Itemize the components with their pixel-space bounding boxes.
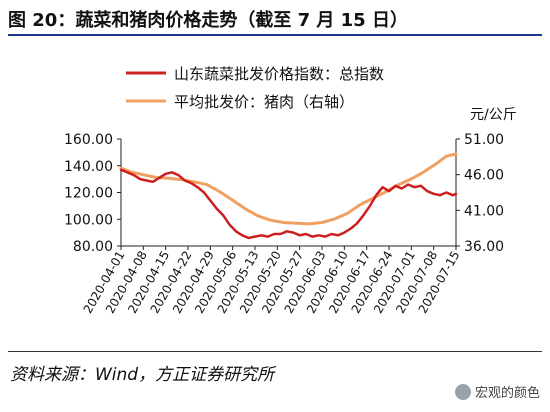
watermark: 宏观的颜色 <box>454 382 540 401</box>
line-chart: 山东蔬菜批发价格指数：总指数 平均批发价：猪肉（右轴） 元/公斤 80.00 10… <box>64 65 517 316</box>
left-y-tick-label: 120.00 <box>64 186 113 202</box>
watermark-label: 宏观的颜色 <box>474 386 540 401</box>
series-line-pork-price <box>119 152 458 226</box>
right-y-tick-label: 41.00 <box>464 203 504 219</box>
title-divider <box>8 34 542 36</box>
wechat-icon <box>454 383 471 400</box>
chart-legend: 山东蔬菜批发价格指数：总指数 平均批发价：猪肉（右轴） <box>126 65 384 111</box>
right-y-tick-label: 51.00 <box>464 132 504 148</box>
source-note: 资料来源：Wind，方正证券研究所 <box>10 365 275 385</box>
figure-title: 图 20：蔬菜和猪肉价格走势（截至 7 月 15 日） <box>8 10 408 31</box>
left-y-tick-label: 140.00 <box>64 159 113 175</box>
left-y-tick-label: 80.00 <box>73 239 113 255</box>
left-y-tick-label: 100.00 <box>64 212 113 228</box>
series-line-vegetable-index <box>119 168 458 240</box>
right-axis-unit: 元/公斤 <box>470 107 517 123</box>
footer-divider <box>8 351 542 352</box>
right-y-tick-label: 36.00 <box>464 239 504 255</box>
left-y-tick-label: 160.00 <box>64 132 113 148</box>
legend-label-pork: 平均批发价：猪肉（右轴） <box>174 93 354 111</box>
legend-label-vegetable: 山东蔬菜批发价格指数：总指数 <box>174 65 384 83</box>
right-y-tick-label: 46.00 <box>464 168 504 184</box>
